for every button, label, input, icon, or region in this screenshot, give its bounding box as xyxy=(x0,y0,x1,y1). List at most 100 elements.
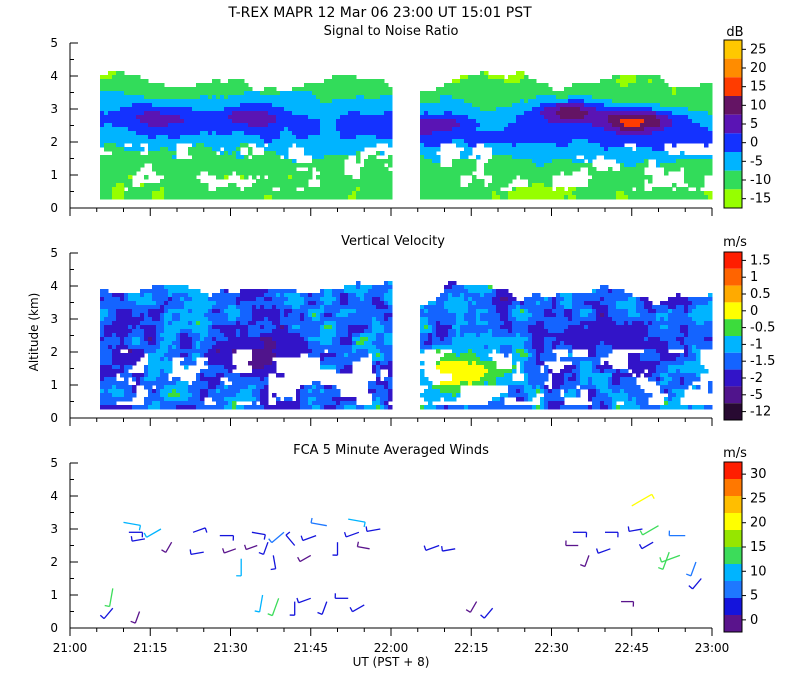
heatmap-cell xyxy=(548,123,553,128)
heatmap-cell xyxy=(140,139,145,144)
heatmap-cell xyxy=(128,187,133,192)
heatmap-cell xyxy=(304,127,309,132)
heatmap-cell xyxy=(256,119,261,124)
heatmap-cell xyxy=(160,393,165,398)
heatmap-cell xyxy=(244,373,249,378)
heatmap-cell xyxy=(112,405,117,410)
heatmap-cell xyxy=(540,195,545,200)
heatmap-cell xyxy=(580,159,585,164)
heatmap-cell xyxy=(248,103,253,108)
heatmap-cell xyxy=(164,163,169,168)
heatmap-cell xyxy=(132,195,137,200)
heatmap-cell xyxy=(284,139,289,144)
heatmap-cell xyxy=(220,91,225,96)
heatmap-cell xyxy=(116,389,121,394)
heatmap-cell xyxy=(140,79,145,84)
heatmap-cell xyxy=(564,147,569,152)
heatmap-cell xyxy=(320,171,325,176)
heatmap-cell xyxy=(604,95,609,100)
heatmap-cell xyxy=(504,123,509,128)
heatmap-cell xyxy=(476,183,481,188)
heatmap-cell xyxy=(384,111,389,116)
heatmap-cell xyxy=(148,337,153,342)
heatmap-cell xyxy=(576,167,581,172)
heatmap-cell xyxy=(352,107,357,112)
heatmap-cell xyxy=(292,127,297,132)
heatmap-cell xyxy=(340,91,345,96)
heatmap-cell xyxy=(192,353,197,358)
heatmap-cell xyxy=(260,305,265,310)
heatmap-cell xyxy=(316,159,321,164)
heatmap-cell xyxy=(216,147,221,152)
heatmap-cell xyxy=(208,373,213,378)
heatmap-cell xyxy=(156,369,161,374)
heatmap-cell xyxy=(104,373,109,378)
heatmap-cell xyxy=(316,127,321,132)
heatmap-cell xyxy=(256,377,261,382)
heatmap-cell xyxy=(620,139,625,144)
heatmap-cell xyxy=(496,127,501,132)
heatmap-cell xyxy=(224,99,229,104)
heatmap-cell xyxy=(224,87,229,92)
heatmap-cell xyxy=(548,115,553,120)
heatmap-cell xyxy=(584,163,589,168)
heatmap-cell xyxy=(228,293,233,298)
heatmap-cell xyxy=(368,179,373,184)
heatmap-cell xyxy=(480,123,485,128)
heatmap-cell xyxy=(212,349,217,354)
heatmap-cell xyxy=(440,135,445,140)
heatmap-cell xyxy=(308,99,313,104)
heatmap-cell xyxy=(240,389,245,394)
heatmap-cell xyxy=(140,373,145,378)
heatmap-cell xyxy=(120,297,125,302)
heatmap-cell xyxy=(536,139,541,144)
heatmap-cell xyxy=(380,79,385,84)
heatmap-cell xyxy=(232,91,237,96)
heatmap-cell xyxy=(572,119,577,124)
heatmap-cell xyxy=(256,405,261,410)
heatmap-cell xyxy=(232,325,237,330)
heatmap-cell xyxy=(528,151,533,156)
heatmap-cell xyxy=(664,115,669,120)
heatmap-cell xyxy=(116,87,121,92)
heatmap-cell xyxy=(192,357,197,362)
heatmap-cell xyxy=(344,95,349,100)
heatmap-cell xyxy=(144,95,149,100)
heatmap-cell xyxy=(632,95,637,100)
heatmap-cell xyxy=(228,341,233,346)
heatmap-cell xyxy=(120,321,125,326)
heatmap-cell xyxy=(108,147,113,152)
heatmap-cell xyxy=(156,135,161,140)
heatmap-cell xyxy=(324,107,329,112)
heatmap-cell xyxy=(152,147,157,152)
heatmap-cell xyxy=(256,187,261,192)
heatmap-cell xyxy=(160,357,165,362)
heatmap-cell xyxy=(124,155,129,160)
heatmap-cell xyxy=(468,143,473,148)
heatmap-cell xyxy=(616,135,621,140)
heatmap-cell xyxy=(188,297,193,302)
heatmap-cell xyxy=(324,191,329,196)
heatmap-cell xyxy=(344,127,349,132)
heatmap-cell xyxy=(112,167,117,172)
heatmap-cell xyxy=(240,139,245,144)
heatmap-cell xyxy=(544,155,549,160)
heatmap-cell xyxy=(152,373,157,378)
heatmap-cell xyxy=(480,79,485,84)
heatmap-cell xyxy=(596,131,601,136)
heatmap-cell xyxy=(312,147,317,152)
heatmap-cell xyxy=(688,155,693,160)
heatmap-cell xyxy=(668,127,673,132)
heatmap-cell xyxy=(556,147,561,152)
heatmap-cell xyxy=(384,123,389,128)
heatmap-cell xyxy=(100,115,105,120)
heatmap-cell xyxy=(308,119,313,124)
heatmap-cell xyxy=(336,183,341,188)
heatmap-cell xyxy=(424,115,429,120)
heatmap-cell xyxy=(632,79,637,84)
heatmap-cell xyxy=(308,135,313,140)
heatmap-cell xyxy=(472,135,477,140)
heatmap-cell xyxy=(120,369,125,374)
heatmap-cell xyxy=(648,123,653,128)
heatmap-cell xyxy=(452,195,457,200)
